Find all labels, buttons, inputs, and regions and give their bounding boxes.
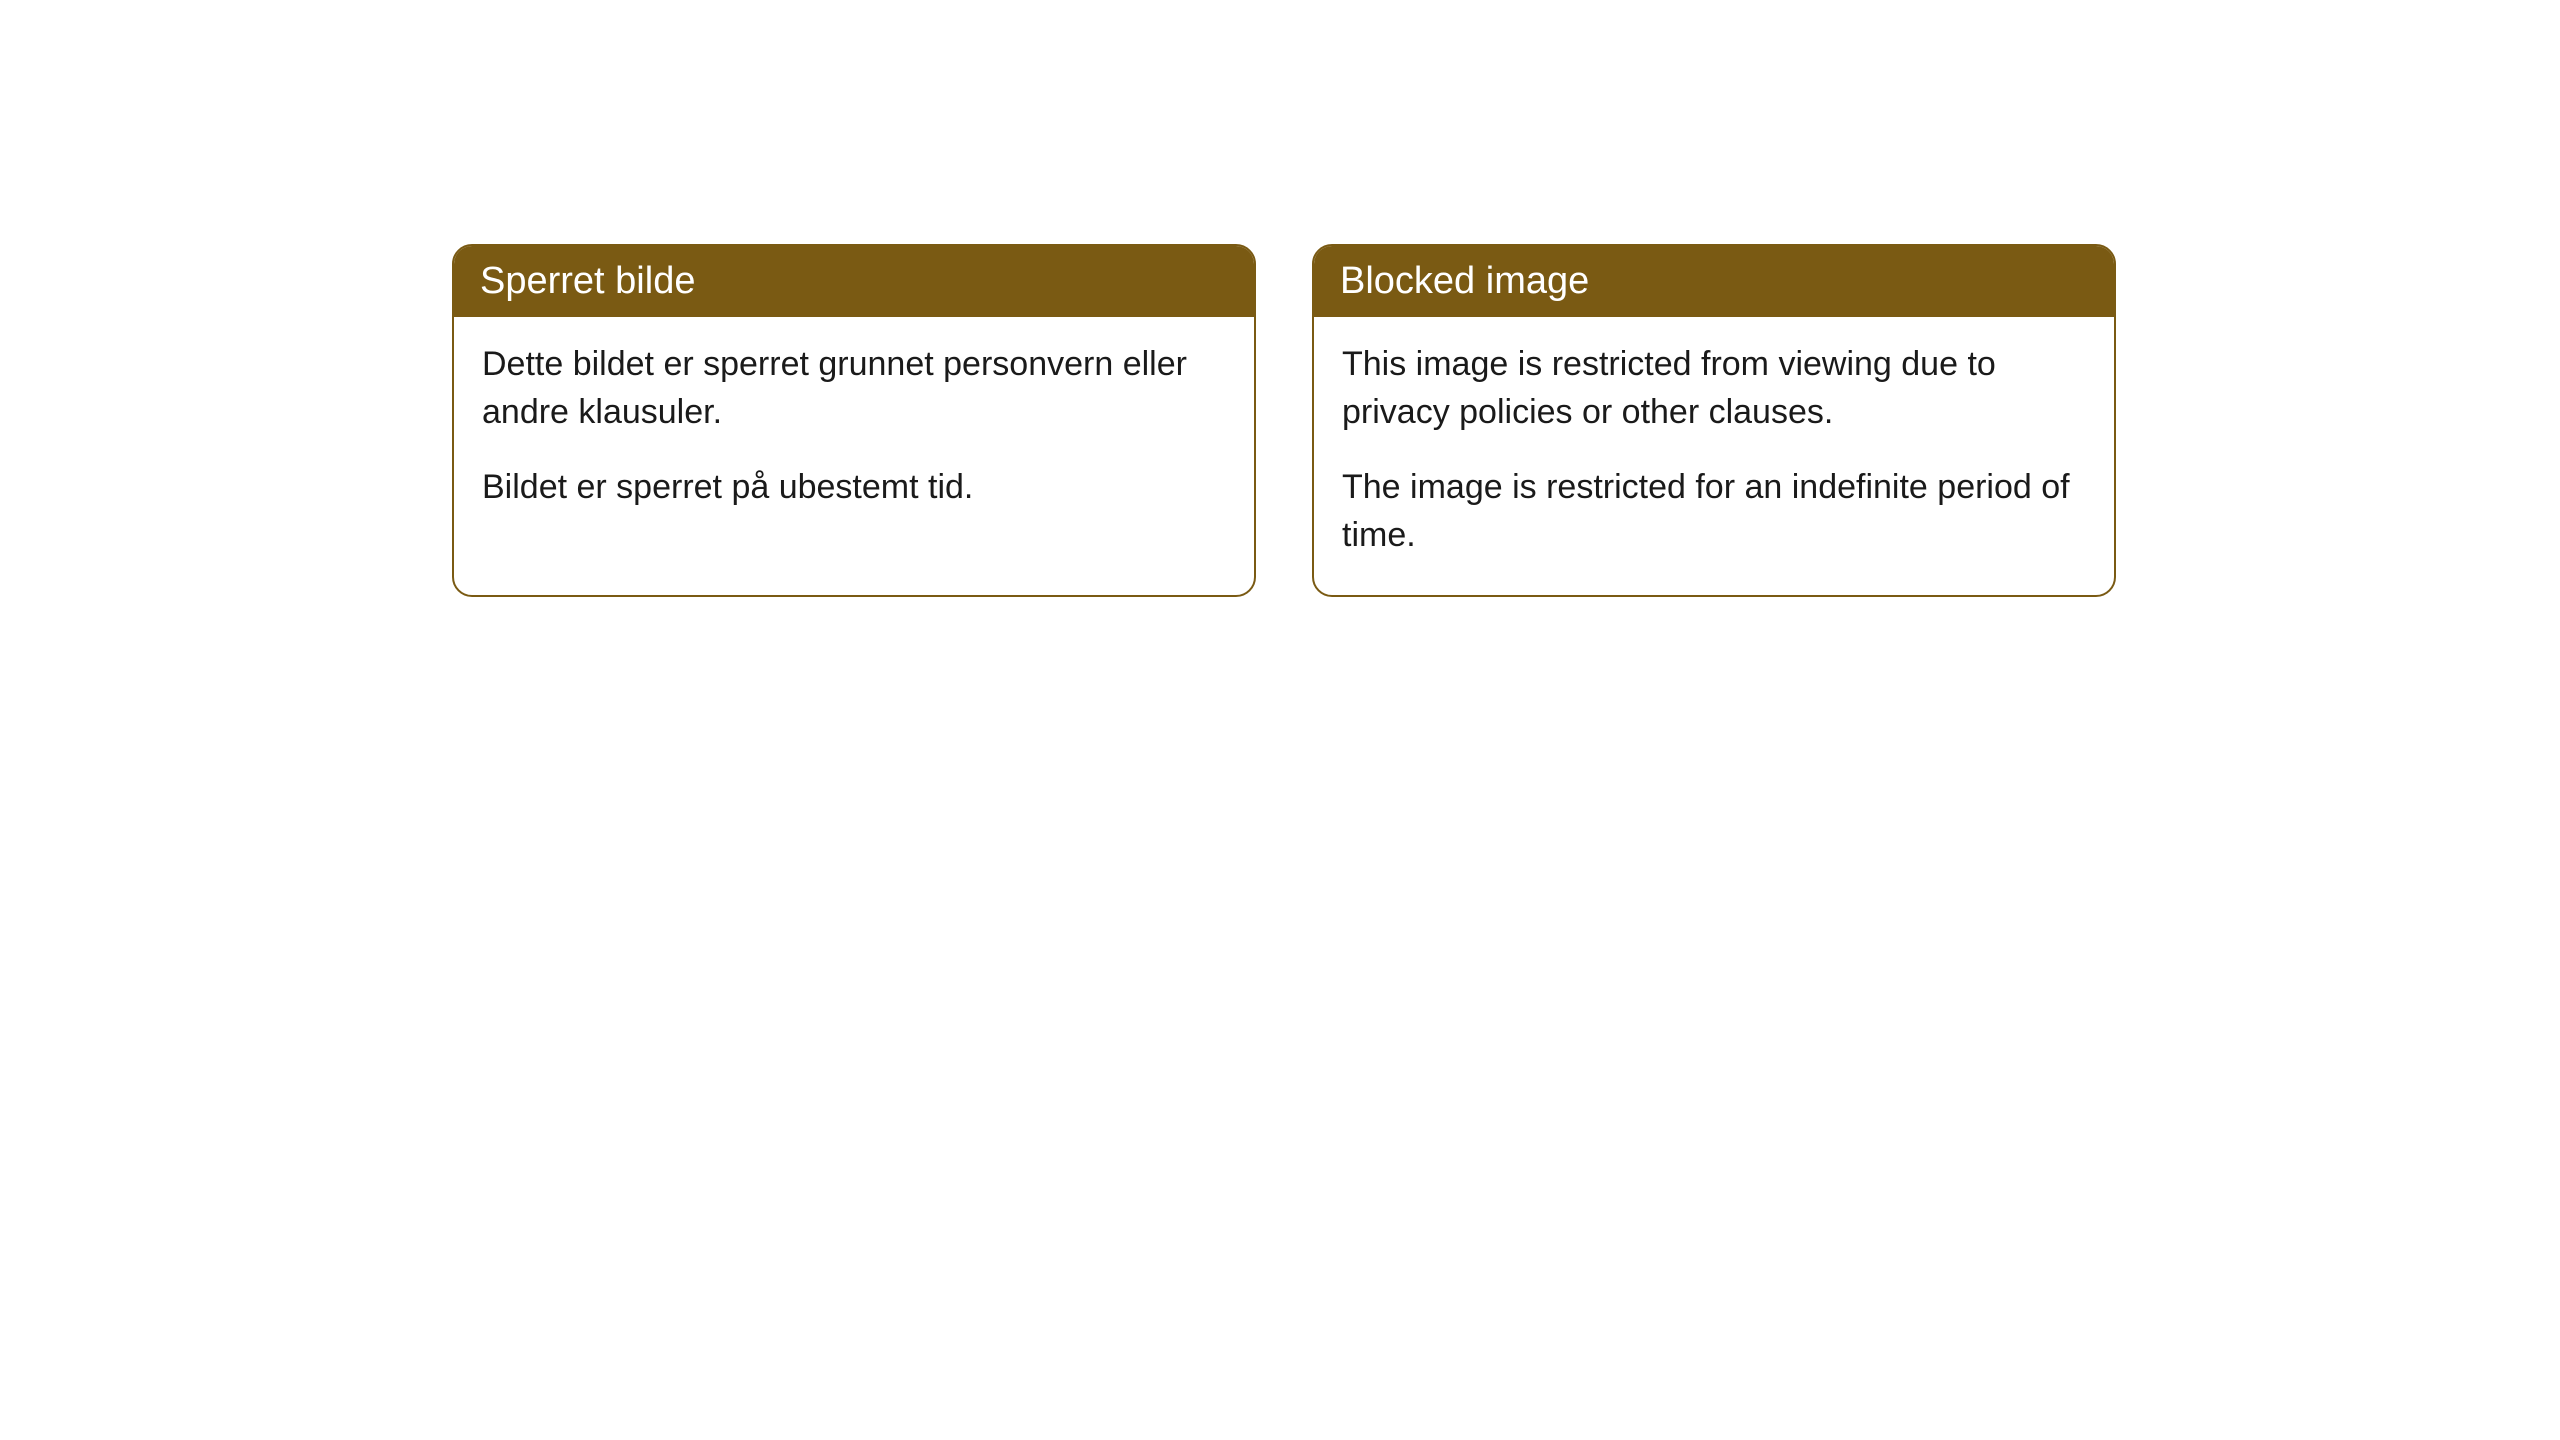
card-body: This image is restricted from viewing du… [1314,317,2114,595]
card-header: Sperret bilde [454,246,1254,317]
card-body: Dette bildet er sperret grunnet personve… [454,317,1254,548]
blocked-image-card-norwegian: Sperret bilde Dette bildet er sperret gr… [452,244,1256,597]
notification-cards-container: Sperret bilde Dette bildet er sperret gr… [452,244,2116,597]
blocked-image-card-english: Blocked image This image is restricted f… [1312,244,2116,597]
card-header: Blocked image [1314,246,2114,317]
card-paragraph-2: Bildet er sperret på ubestemt tid. [482,464,1226,512]
card-paragraph-2: The image is restricted for an indefinit… [1342,464,2086,559]
card-paragraph-1: Dette bildet er sperret grunnet personve… [482,341,1226,436]
card-paragraph-1: This image is restricted from viewing du… [1342,341,2086,436]
